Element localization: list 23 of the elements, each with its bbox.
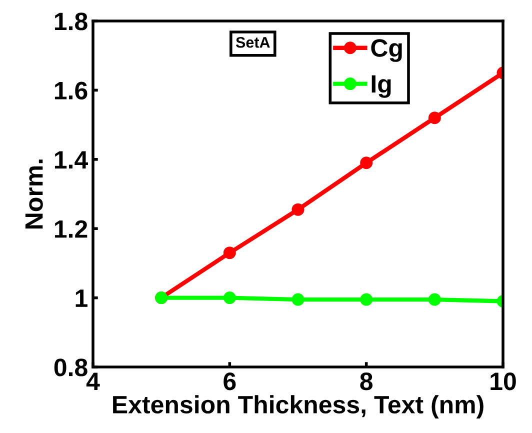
y-tick-label: 1.2 [54, 220, 88, 238]
point [428, 293, 441, 306]
y-tick-label: 1.8 [54, 12, 88, 30]
point [292, 293, 304, 306]
annotation: SetA [236, 36, 270, 48]
x-tick-label: 8 [360, 372, 373, 390]
point [360, 156, 373, 170]
point [223, 246, 236, 260]
point [292, 203, 304, 216]
y-tick-label: 1.6 [54, 82, 88, 100]
x-axis-title: Extension Thickness, Text (nm) [113, 395, 484, 418]
point [223, 292, 236, 304]
x-tick-label: 6 [224, 372, 236, 390]
x-tick-label: 4 [86, 372, 100, 390]
point [428, 112, 441, 124]
y-axis-title: Norm. [25, 160, 43, 228]
point [360, 293, 373, 306]
y-tick-label: 1.4 [54, 151, 88, 168]
y-tick-label: 1 [76, 290, 88, 307]
x-tick-label: 10 [490, 372, 516, 390]
y-tick-label: 0.8 [54, 358, 88, 376]
legend-label: Ig [372, 75, 391, 98]
legend-label: Cg [371, 39, 402, 62]
